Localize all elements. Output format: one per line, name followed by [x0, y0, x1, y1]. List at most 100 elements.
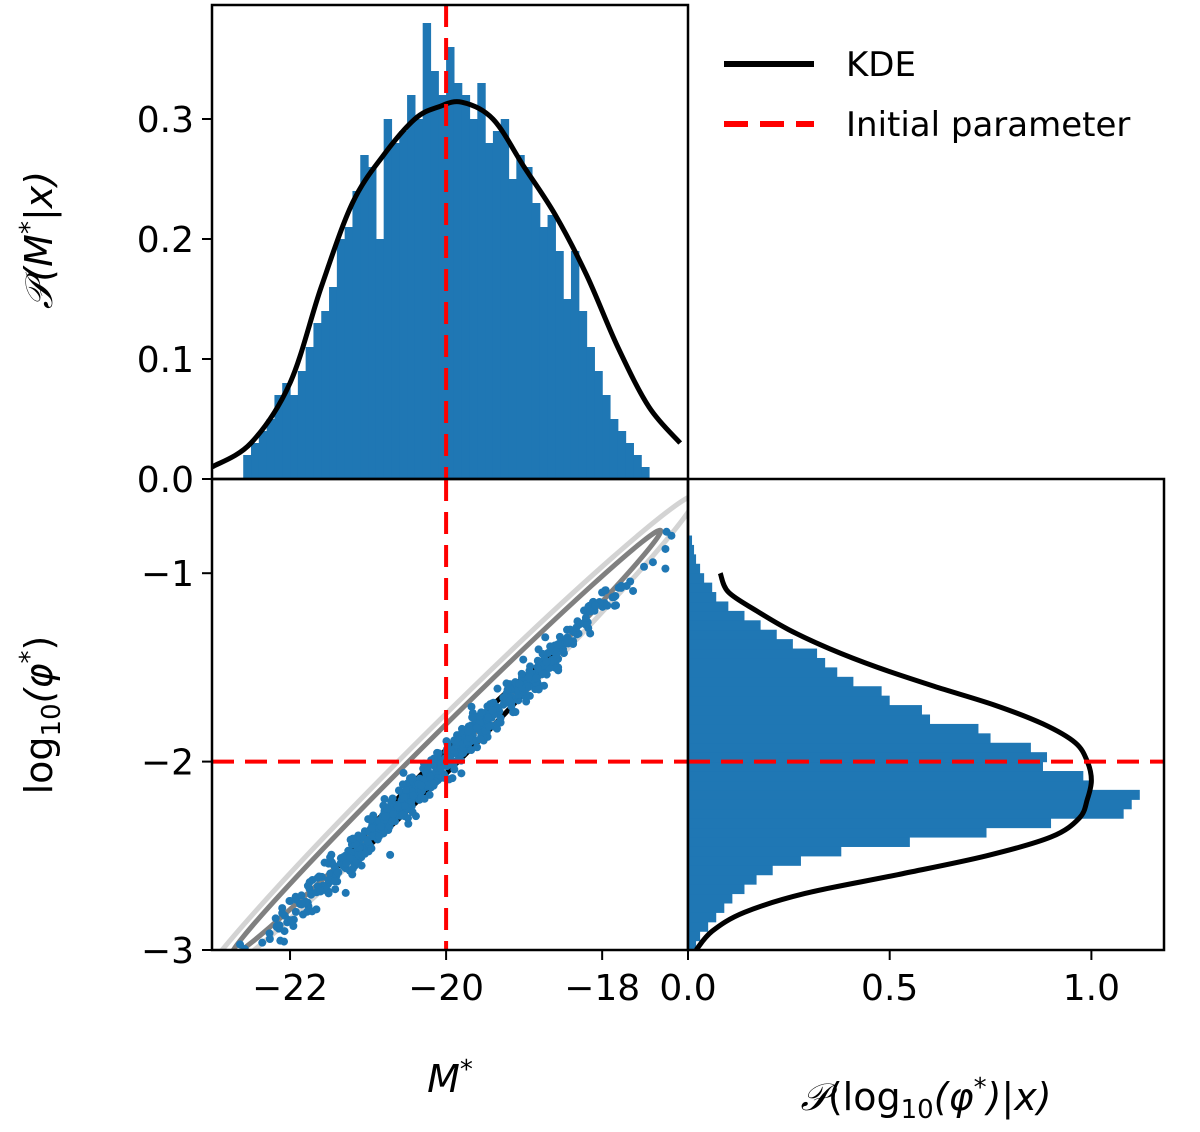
right-hist-bar — [688, 742, 1031, 753]
top-hist-bar — [570, 251, 580, 479]
top-hist-bar — [375, 239, 385, 479]
right-hist-bar — [688, 733, 991, 744]
joint-y-tick-label: −1 — [141, 554, 194, 595]
right-hist-bar — [688, 865, 773, 876]
scatter-point — [265, 935, 274, 944]
scatter-point — [363, 837, 372, 846]
scatter-point — [493, 684, 502, 693]
top-hist-bar — [368, 167, 377, 479]
right-hist-bar — [688, 761, 1043, 772]
scatter-point — [381, 812, 390, 821]
scatter-point — [404, 819, 413, 828]
scatter-point — [376, 822, 385, 831]
scatter-point — [420, 794, 429, 803]
right-hist-bar — [688, 610, 745, 621]
scatter-point — [542, 658, 551, 667]
scatter-point — [417, 781, 426, 790]
right-hist-bar — [688, 723, 979, 734]
scatter-point — [476, 735, 485, 744]
scatter-point — [316, 887, 325, 896]
right-hist-bar — [688, 818, 1052, 829]
scatter-point — [617, 583, 626, 592]
scatter-point — [533, 656, 542, 665]
joint-y-tick-label: −2 — [141, 743, 194, 784]
scatter-point — [320, 858, 329, 867]
top-hist-bar — [578, 311, 588, 479]
scatter-point — [348, 834, 357, 843]
scatter-point — [545, 663, 554, 672]
right-hist-bar — [688, 544, 695, 555]
scatter-point — [312, 905, 321, 914]
scatter-point — [399, 768, 408, 777]
scatter-point — [408, 808, 417, 817]
top-hist-bar — [329, 287, 338, 479]
right-hist-bar — [688, 601, 729, 612]
scatter-point — [291, 907, 300, 916]
joint-x-tick-label: −22 — [252, 968, 328, 1009]
scatter-point — [573, 617, 582, 626]
top-hist-bar — [422, 23, 432, 479]
scatter-point — [486, 700, 495, 709]
scatter-point — [532, 673, 541, 682]
scatter-point — [297, 891, 306, 900]
top-hist-bar — [625, 443, 634, 479]
scatter-point — [553, 640, 562, 649]
scatter-point — [546, 642, 555, 651]
right-hist-bar — [688, 780, 1092, 791]
right-x-tick-label: 1.0 — [1063, 968, 1120, 1009]
scatter-point — [661, 564, 670, 573]
top-hist-bar — [352, 191, 361, 479]
top-hist-bar — [258, 431, 268, 479]
right-hist-bar — [688, 629, 777, 640]
scatter-point — [534, 685, 543, 694]
right-kde-layer — [694, 572, 1094, 950]
scatter-point — [303, 907, 312, 916]
right-kde-curve — [694, 572, 1094, 950]
scatter-point — [505, 696, 514, 705]
scatter-point — [472, 723, 481, 732]
top-hist-bar — [524, 167, 533, 479]
scatter-point — [648, 558, 657, 567]
scatter-point — [230, 975, 238, 983]
joint-y-axis: −1 −2 −3 — [141, 554, 212, 972]
scatter-point — [324, 889, 333, 898]
right-hist-bar — [688, 639, 793, 650]
scatter-point — [339, 853, 348, 862]
joint-x-tick-label: −20 — [408, 968, 484, 1009]
legend-kde-label: KDE — [846, 45, 916, 85]
scatter-point — [221, 1000, 229, 1008]
right-hist-bar — [688, 921, 709, 932]
right-hist-bar — [688, 874, 757, 885]
scatter-point — [342, 859, 351, 868]
legend-initial-parameter-label: Initial parameter — [846, 105, 1130, 145]
scatter-point — [216, 980, 224, 988]
scatter-point — [429, 779, 438, 788]
scatter-point — [586, 607, 595, 616]
scatter-point — [280, 927, 289, 936]
right-hist-bar — [688, 705, 922, 716]
scatter-point — [600, 586, 609, 595]
right-hist-bar — [688, 667, 838, 678]
scatter-point — [368, 824, 377, 833]
top-hist-bar — [461, 95, 471, 479]
right-hist-bar — [688, 554, 697, 565]
top-hist-bar — [360, 155, 369, 479]
right-hist-bar — [688, 836, 910, 847]
top-hist-bar — [321, 311, 330, 479]
top-hist-bar — [477, 83, 486, 479]
right-hist-bar — [688, 799, 1132, 810]
top-hist-bar — [266, 419, 276, 479]
scatter-point — [240, 951, 248, 959]
scatter-point — [398, 810, 407, 819]
top-y-axis-label: 𝒫(M*|x) — [15, 171, 62, 309]
right-x-tick-label: 0.5 — [861, 968, 918, 1009]
scatter-point — [257, 955, 265, 963]
top-hist-bar — [344, 227, 354, 479]
scatter-point — [388, 794, 397, 803]
right-hist-bar — [688, 657, 826, 668]
top-hist-bar — [469, 119, 478, 479]
joint-y-axis-label: log10(φ*) — [15, 636, 67, 795]
scatter-point — [662, 527, 671, 536]
scatter-point — [572, 623, 581, 632]
